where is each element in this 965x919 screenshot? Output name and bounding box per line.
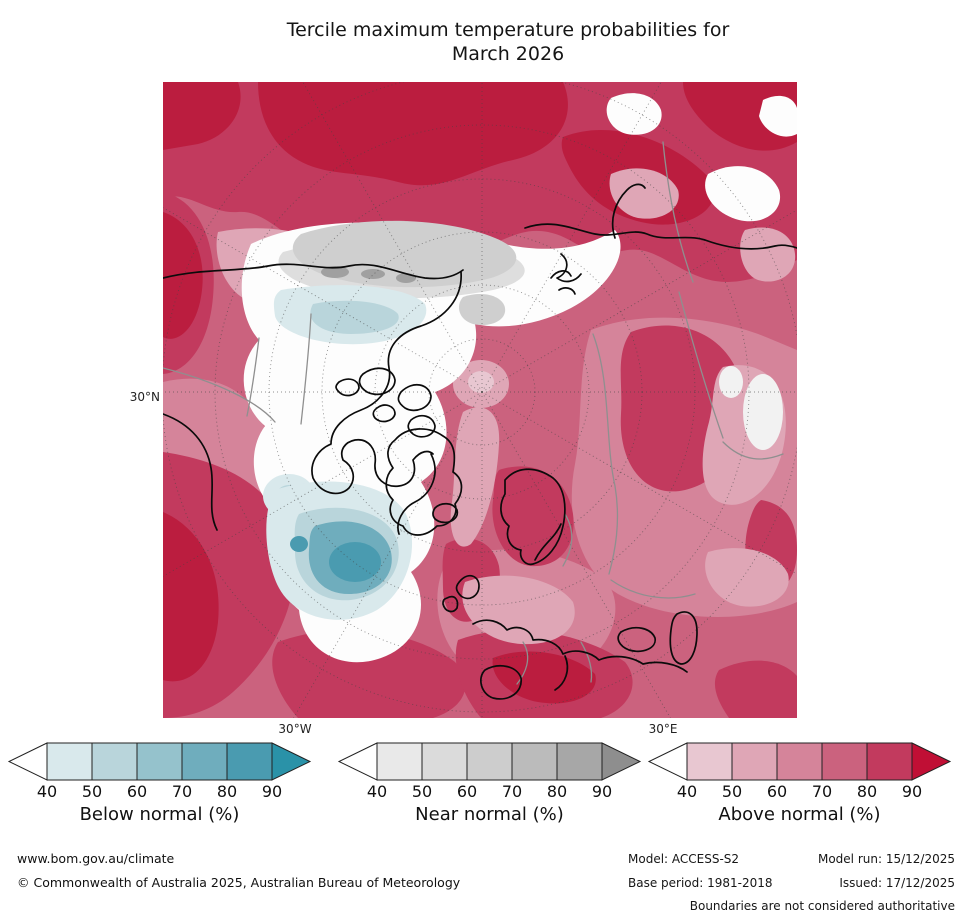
teal-blob-south-of-greenland — [266, 481, 413, 620]
figure-title-line2: March 2026 — [451, 43, 565, 65]
admin-borders — [162, 141, 784, 685]
segment-40-50 — [376, 742, 423, 781]
colorbar-near-normal — [337, 742, 642, 781]
greenland-outline — [385, 428, 463, 536]
website-link[interactable]: www.bom.gov.au/climate — [17, 851, 175, 866]
copyright-text: © Commonwealth of Australia 2025, Austra… — [17, 875, 461, 890]
colorbar-below-normal — [7, 742, 312, 781]
legend-below-normal: 40 50 60 70 80 90 Below normal (%) — [0, 742, 330, 834]
model-label: Model: ACCESS-S2 — [628, 852, 740, 866]
figure-title: Tercile maximum temperature probabilitie… — [163, 18, 853, 66]
segment-60-70 — [776, 742, 823, 781]
colorbar-over-arrow — [911, 742, 952, 781]
tick-label: 50 — [411, 782, 433, 801]
probability-map — [22, 0, 942, 852]
tick-label: 80 — [546, 782, 568, 801]
map-canvas — [22, 0, 942, 852]
issued-label: Issued: 17/12/2025 — [839, 876, 955, 890]
colorbar-over-arrow — [601, 742, 642, 781]
tick-label: 60 — [126, 782, 148, 801]
longitude-label-30e: 30°E — [648, 722, 678, 736]
longitude-label-30w: 30°W — [278, 722, 312, 736]
tick-label: 60 — [456, 782, 478, 801]
colorbar-above-normal — [647, 742, 952, 781]
tick-label: 40 — [676, 782, 698, 801]
segment-50-60 — [91, 742, 138, 781]
coastlines — [162, 183, 798, 700]
colorbar-under-arrow — [337, 742, 378, 781]
latitude-label-30n: 30°N — [129, 390, 160, 404]
segment-50-60 — [731, 742, 778, 781]
tick-label: 90 — [261, 782, 283, 801]
tick-label: 40 — [366, 782, 388, 801]
segment-40-50 — [46, 742, 93, 781]
tick-label: 70 — [171, 782, 193, 801]
colorbar-under-arrow — [7, 742, 48, 781]
legend-near-normal: 40 50 60 70 80 90 Near normal (%) — [330, 742, 660, 834]
tick-label: 90 — [591, 782, 613, 801]
boundaries-disclaimer: Boundaries are not considered authoritat… — [689, 899, 955, 913]
segment-70-80 — [511, 742, 558, 781]
colorbar-ticks: 40 50 60 70 80 90 — [330, 782, 660, 802]
figure-title-line1: Tercile maximum temperature probabilitie… — [286, 19, 730, 41]
segment-60-70 — [466, 742, 513, 781]
tick-label: 40 — [36, 782, 58, 801]
legend-above-normal: 40 50 60 70 80 90 Above normal (%) — [640, 742, 965, 834]
tick-label: 90 — [901, 782, 923, 801]
legend-caption: Near normal (%) — [415, 804, 564, 825]
segment-70-80 — [821, 742, 868, 781]
tick-label: 80 — [856, 782, 878, 801]
tick-label: 80 — [216, 782, 238, 801]
segment-70-80 — [181, 742, 228, 781]
base-period-label: Base period: 1981-2018 — [628, 876, 773, 890]
colorbar-under-arrow — [647, 742, 688, 781]
colorbar-ticks: 40 50 60 70 80 90 — [640, 782, 965, 802]
tick-label: 70 — [811, 782, 833, 801]
tick-label: 60 — [766, 782, 788, 801]
tick-label: 50 — [81, 782, 103, 801]
segment-40-50 — [686, 742, 733, 781]
tick-label: 50 — [721, 782, 743, 801]
colorbar-ticks: 40 50 60 70 80 90 — [0, 782, 330, 802]
tick-label: 70 — [501, 782, 523, 801]
legend-caption: Above normal (%) — [718, 804, 881, 825]
segment-60-70 — [136, 742, 183, 781]
legend-caption: Below normal (%) — [79, 804, 240, 825]
model-run-label: Model run: 15/12/2025 — [817, 852, 955, 866]
segment-50-60 — [421, 742, 468, 781]
segment-80-90 — [226, 742, 273, 781]
segment-80-90 — [866, 742, 913, 781]
probability-shading — [163, 82, 797, 718]
colorbar-over-arrow — [271, 742, 312, 781]
segment-80-90 — [556, 742, 603, 781]
